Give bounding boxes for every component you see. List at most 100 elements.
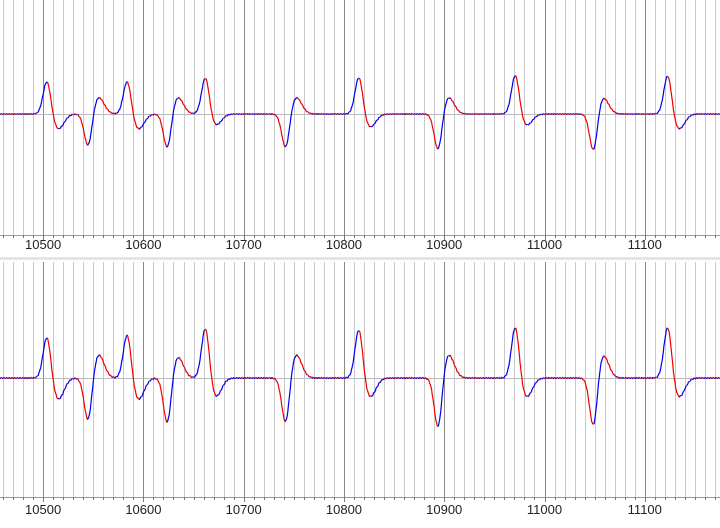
signal-trace-segment	[532, 116, 537, 121]
signal-trace-segment	[156, 378, 168, 423]
signal-trace-segment	[116, 81, 128, 114]
chart-panel-bottom: 10500 10600 10700 10800 10900 11000 11100	[0, 262, 720, 517]
signal-trace-segment	[264, 113, 266, 115]
signal-trace-segment	[64, 117, 68, 122]
signal-trace-segment	[33, 376, 36, 379]
signal-trace-segment	[149, 114, 152, 117]
signal-trace-segment	[111, 376, 114, 378]
signal-trace-segment	[154, 377, 156, 380]
signal-trace-segment	[515, 75, 527, 126]
signal-trace-segment	[544, 377, 547, 380]
signal-trace-segment	[694, 113, 698, 116]
signal-trace-segment	[149, 378, 152, 382]
signal-trace-segment	[107, 371, 111, 376]
signal-trace-segment	[544, 113, 546, 116]
signal-trace-segment	[269, 376, 272, 380]
signal-trace-segment	[397, 376, 400, 379]
signal-trace-segment	[111, 112, 114, 115]
signal-trace-segment	[76, 378, 79, 380]
signal-trace-segment	[537, 379, 539, 381]
signal-trace-segment	[393, 377, 396, 380]
signal-trace-segment	[569, 113, 571, 115]
signal-trace-segment	[309, 112, 311, 114]
signal-trace-segment	[562, 376, 565, 380]
signal-trace-segment	[470, 113, 472, 115]
signal-trace-segment	[4, 113, 6, 116]
signal-trace-segment	[266, 113, 269, 116]
signal-trace-segment	[384, 113, 386, 116]
signal-trace-segment	[642, 377, 644, 379]
signal-trace-segment	[229, 113, 232, 116]
signal-trace-segment	[404, 376, 407, 380]
signal-trace-segment	[358, 330, 371, 397]
signal-trace-segment	[425, 113, 428, 116]
signal-trace-segment	[15, 377, 18, 380]
signal-trace-segment	[532, 382, 537, 388]
signal-trace-segment	[629, 113, 632, 116]
signal-trace-segment	[19, 112, 22, 115]
signal-trace-segment	[649, 376, 652, 379]
signal-trace-segment	[636, 376, 639, 380]
signal-trace-segment	[193, 329, 206, 379]
x-tick-label: 11000	[527, 237, 562, 252]
x-tick-label: 11100	[628, 502, 662, 517]
signal-trace-segment	[18, 377, 20, 380]
signal-trace-segment	[573, 376, 576, 379]
signal-trace-segment	[427, 379, 439, 427]
signal-trace-segment	[654, 113, 656, 115]
signal-trace-segment	[618, 113, 621, 115]
signal-trace-segment	[223, 117, 225, 119]
signal-trace-segment	[449, 97, 453, 102]
signal-trace-segment	[267, 377, 270, 379]
signal-trace-segment	[237, 113, 240, 116]
signal-trace-segment	[399, 377, 402, 379]
signal-trace-segment	[559, 112, 562, 115]
signal-trace-segment	[449, 354, 459, 374]
signal-trace-segment	[218, 390, 222, 396]
signal-trace-segment	[26, 376, 29, 380]
signal-trace-segment	[422, 113, 425, 115]
signal-trace-segment	[339, 113, 341, 116]
signal-trace-segment	[631, 113, 633, 115]
signal-trace-segment	[59, 121, 66, 129]
signal-trace-segment	[37, 81, 48, 113]
signal-trace-segment	[19, 113, 21, 115]
signal-trace-segment	[717, 113, 719, 116]
signal-trace-segment	[298, 99, 302, 105]
signal-trace-segment	[334, 113, 337, 115]
signal-trace-segment	[494, 377, 497, 380]
signal-trace-segment	[87, 354, 100, 420]
signal-trace-segment	[116, 334, 128, 378]
signal-trace-segment	[647, 376, 650, 380]
signal-trace-segment	[67, 114, 71, 119]
signal-trace-segment	[562, 112, 565, 116]
signal-trace-segment	[625, 376, 627, 379]
signal-trace-segment	[422, 377, 425, 379]
signal-trace-segment	[478, 377, 481, 380]
signal-trace-segment	[557, 113, 559, 116]
signal-trace-segment	[298, 357, 302, 365]
x-tick-label: 10500	[25, 502, 61, 517]
signal-trace-segment	[515, 327, 527, 397]
signal-trace-segment	[566, 113, 569, 115]
signal-trace-segment	[470, 377, 472, 380]
signal-trace-segment	[605, 357, 615, 376]
signal-trace-segment	[573, 112, 576, 115]
signal-trace-segment	[652, 376, 655, 380]
signal-trace-segment	[236, 113, 238, 115]
signal-trace-segment	[69, 377, 73, 382]
signal-trace-segment	[471, 112, 474, 115]
signal-trace-segment	[46, 81, 59, 129]
signal-trace-segment	[689, 114, 692, 117]
signal-trace-segment	[74, 377, 76, 379]
signal-trace-segment	[322, 112, 325, 115]
signal-trace-segment	[681, 123, 685, 129]
signal-trace-segment	[548, 376, 551, 380]
signal-trace-segment	[489, 377, 492, 380]
signal-trace-segment	[492, 113, 495, 116]
signal-trace-segment	[478, 113, 481, 115]
signal-trace-segment	[253, 377, 256, 380]
signal-trace-segment	[154, 113, 156, 116]
signal-trace-segment	[555, 377, 558, 379]
signal-trace-segment	[397, 112, 400, 115]
